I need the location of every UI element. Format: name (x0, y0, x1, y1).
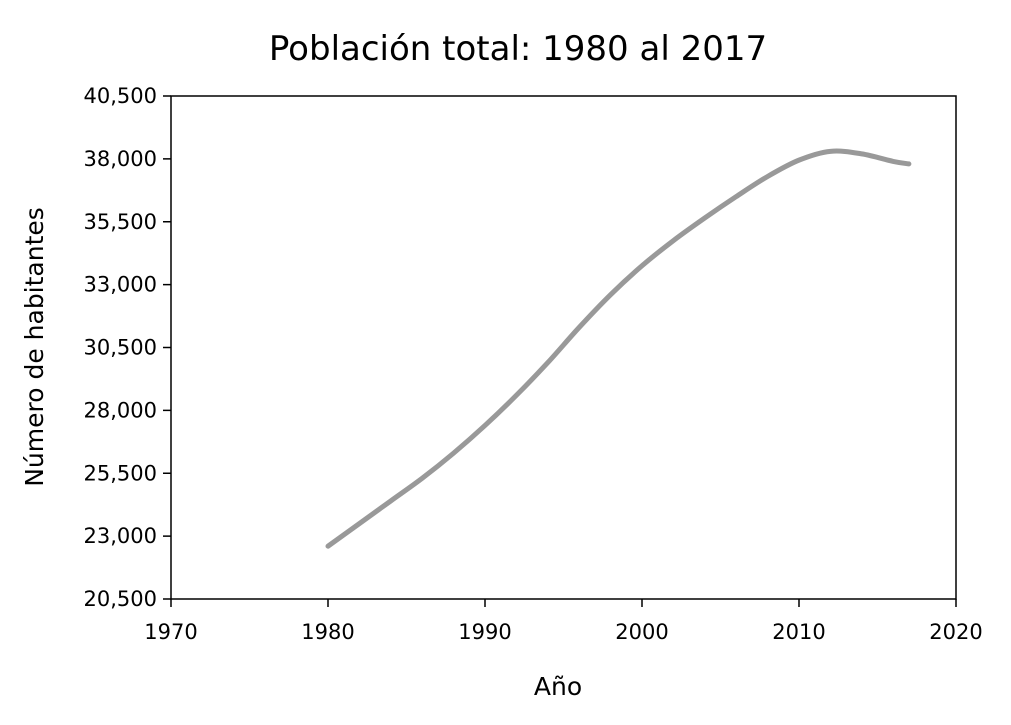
x-tick-label: 1980 (301, 620, 354, 644)
x-tick-label: 2000 (615, 620, 668, 644)
y-tick-label: 25,500 (84, 461, 157, 485)
y-tick-label: 28,000 (84, 398, 157, 422)
x-tick-label: 2010 (772, 620, 825, 644)
x-axis-label: Año (534, 672, 582, 701)
x-tick-label: 1990 (458, 620, 511, 644)
x-tick-label: 1970 (144, 620, 197, 644)
series-layer (325, 148, 912, 549)
x-axis: 1970 1980 1990 2000 2010 2020 (144, 599, 983, 644)
y-axis: 20,500 23,000 25,500 28,000 30,500 33,000 35,5… (84, 84, 171, 611)
y-axis-label: Número de habitantes (20, 207, 49, 487)
y-tick-label: 40,500 (84, 84, 157, 108)
y-tick-label: 35,500 (84, 210, 157, 234)
y-tick-label: 30,500 (84, 336, 157, 360)
y-tick-label: 38,000 (84, 147, 157, 171)
x-tick-label: 2020 (929, 620, 982, 644)
y-tick-label: 33,000 (84, 273, 157, 297)
y-tick-label: 23,000 (84, 524, 157, 548)
series-line (325, 148, 912, 549)
y-tick-label: 20,500 (84, 587, 157, 611)
chart-title: Población total: 1980 al 2017 (269, 29, 767, 69)
